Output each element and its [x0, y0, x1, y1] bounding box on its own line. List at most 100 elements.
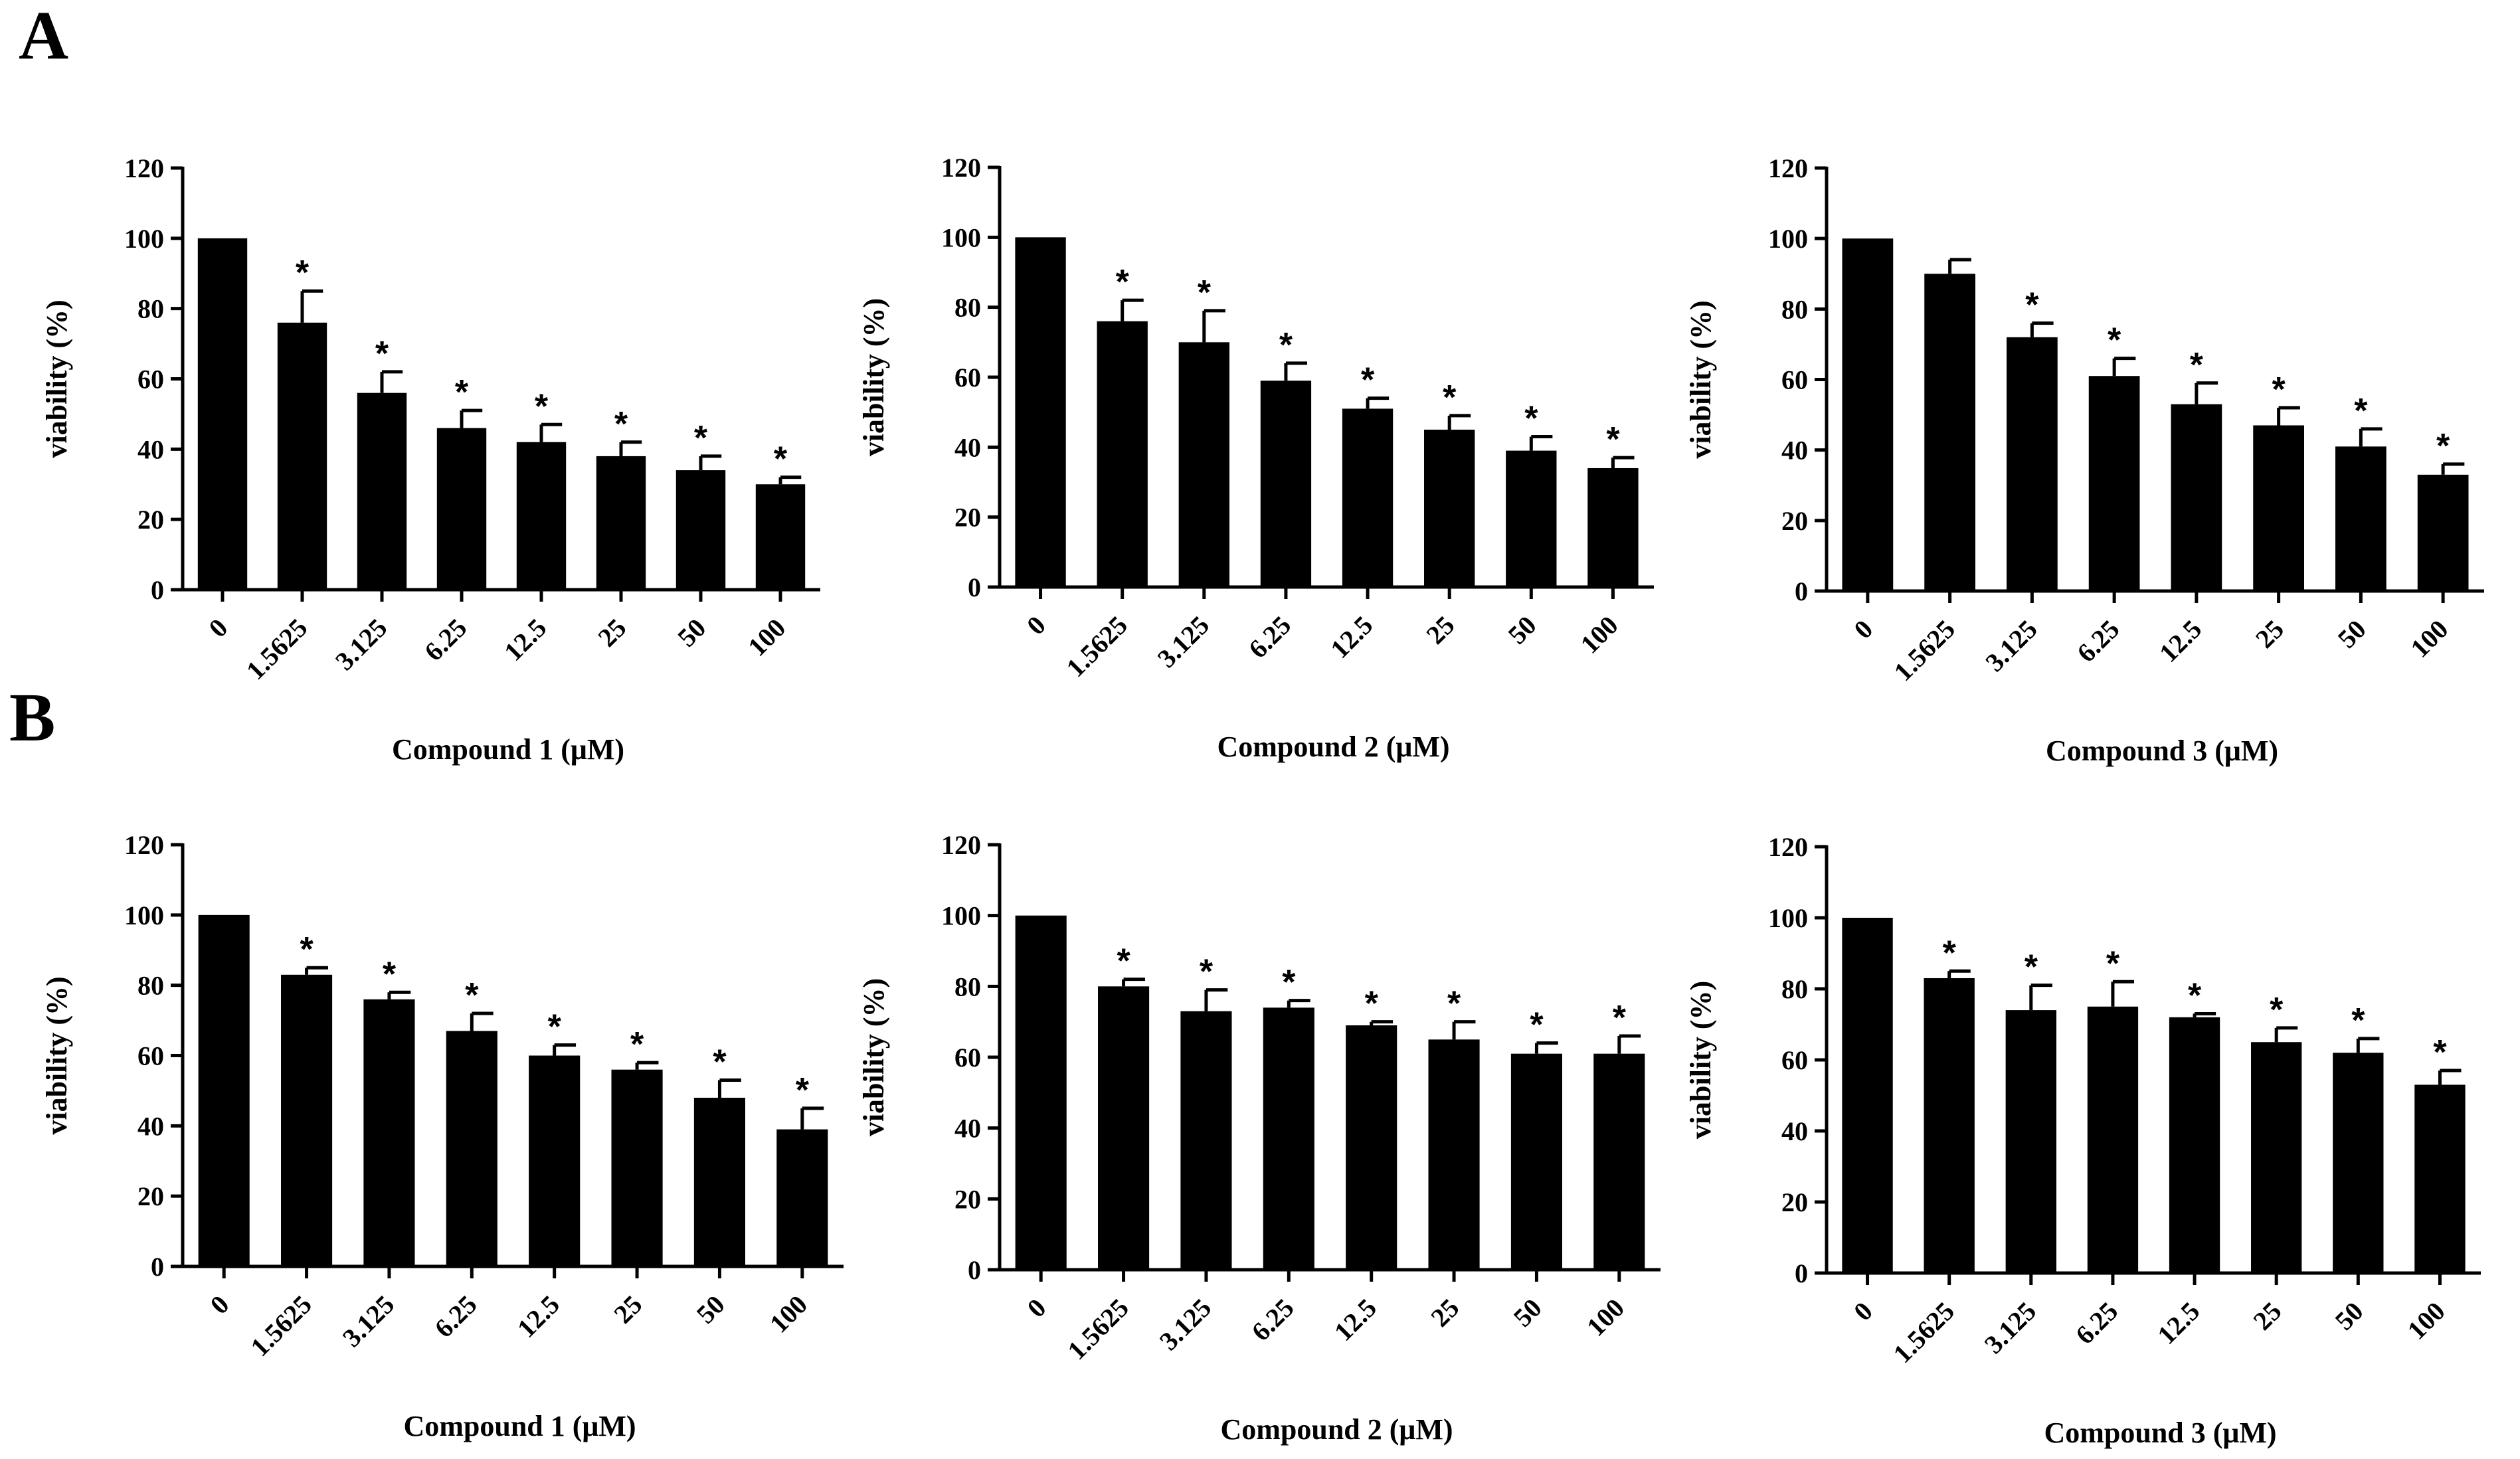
x-tick-label: 25 [2247, 1296, 2287, 1336]
y-tick-label: 60 [1781, 365, 1808, 395]
x-tick-label: 0 [205, 1290, 235, 1320]
significance-star: * [2354, 392, 2368, 430]
bar [357, 392, 407, 590]
significance-star: * [1530, 1006, 1544, 1045]
y-axis-title: viability (%) [857, 298, 890, 456]
significance-star: * [630, 1025, 644, 1064]
x-tick-label: 50 [672, 613, 711, 653]
significance-star: * [1200, 953, 1214, 991]
x-tick-label: 100 [2404, 614, 2454, 663]
significance-star: * [296, 254, 310, 292]
x-tick-label: 1.5625 [240, 613, 314, 686]
significance-star: * [2351, 1001, 2365, 1040]
x-tick-label: 50 [1502, 610, 1542, 650]
significance-star: * [465, 976, 479, 1015]
significance-star: * [2190, 346, 2204, 385]
bar [2251, 1042, 2302, 1273]
bar [277, 322, 327, 590]
x-axis-title: Compound 2 (μM) [1220, 1413, 1453, 1446]
bar [1593, 1053, 1645, 1270]
significance-star: * [1524, 400, 1538, 438]
significance-star: * [383, 955, 397, 993]
x-tick-label: 50 [1508, 1293, 1548, 1333]
bar [363, 999, 415, 1266]
y-tick-label: 100 [124, 224, 164, 254]
x-tick-label: 0 [1848, 614, 1878, 645]
x-tick-label: 0 [1021, 610, 1051, 641]
panel-letter-b: B [9, 679, 55, 756]
x-axis-title: Compound 3 (μM) [2044, 1416, 2276, 1449]
x-tick-label: 25 [1420, 610, 1460, 650]
x-tick-label: 100 [764, 1290, 813, 1339]
bar [436, 428, 487, 590]
bar [2169, 1017, 2220, 1273]
significance-star: * [2106, 944, 2120, 983]
significance-star: * [796, 1071, 810, 1110]
significance-star: * [1361, 361, 1375, 400]
x-tick-label: 12.5 [498, 613, 552, 667]
y-tick-label: 120 [941, 830, 981, 860]
bar [1260, 381, 1312, 587]
x-tick-label: 25 [1425, 1293, 1465, 1333]
y-tick-label: 120 [941, 153, 981, 183]
y-tick-label: 80 [137, 294, 164, 324]
significance-star: * [1117, 942, 1130, 981]
y-tick-label: 0 [968, 572, 981, 602]
significance-star: * [1943, 934, 1957, 972]
significance-star: * [548, 1008, 562, 1047]
y-tick-label: 120 [1768, 832, 1808, 862]
x-axis-title: Compound 1 (μM) [403, 1410, 636, 1442]
bar [1097, 321, 1148, 587]
bar [675, 470, 726, 590]
y-tick-label: 100 [1768, 224, 1808, 254]
significance-star: * [375, 335, 389, 373]
significance-star: * [1606, 420, 1620, 459]
x-tick-label: 6.25 [2071, 614, 2125, 668]
chart-5: 0 20 40 60 80 100 120 viability (%) 0 * 1.5625 * 3.1… [857, 830, 1661, 1446]
bar [2335, 446, 2386, 591]
x-tick-label: 1.5625 [1060, 610, 1133, 683]
y-tick-label: 0 [968, 1255, 981, 1285]
bar [1015, 915, 1067, 1270]
bar [529, 1055, 581, 1266]
significance-star: * [2188, 976, 2202, 1015]
bar [2007, 337, 2058, 591]
bar [2088, 376, 2140, 591]
y-tick-label: 100 [941, 222, 981, 252]
significance-star: * [1282, 964, 1296, 1002]
bar [198, 914, 250, 1266]
x-tick-label: 3.125 [1979, 1296, 2042, 1359]
chart-1: 0 20 40 60 80 100 120 viability (%) 0 * 1.5625 * 3.1… [41, 153, 820, 766]
y-axis-title: viability (%) [41, 976, 73, 1134]
bar [1098, 986, 1150, 1270]
bar [1587, 468, 1639, 587]
x-tick-label: 100 [2402, 1296, 2451, 1345]
x-tick-label: 6.25 [418, 613, 472, 667]
significance-star: * [2025, 286, 2039, 325]
x-tick-label: 3.125 [329, 613, 393, 676]
y-tick-label: 20 [954, 503, 981, 533]
significance-star: * [535, 387, 549, 426]
bar [2005, 1010, 2056, 1273]
y-tick-label: 20 [137, 1181, 164, 1211]
significance-star: * [455, 373, 469, 412]
y-tick-label: 80 [1781, 974, 1808, 1004]
bar [446, 1031, 497, 1266]
x-tick-label: 6.25 [1243, 610, 1297, 664]
x-tick-label: 3.125 [1154, 1293, 1217, 1356]
x-tick-label: 6.25 [428, 1290, 482, 1343]
chart-3: 0 20 40 60 80 100 120 viability (%) 0 1.5625 * 3.12… [1684, 153, 2484, 767]
significance-star: * [713, 1043, 727, 1082]
bar [693, 1098, 745, 1266]
x-tick-label: 12.5 [2151, 1296, 2205, 1350]
y-tick-label: 20 [1781, 506, 1808, 536]
bar [1424, 430, 1475, 587]
bar [1428, 1039, 1480, 1270]
y-tick-label: 20 [954, 1184, 981, 1214]
x-tick-label: 0 [1022, 1293, 1052, 1324]
bar [1506, 450, 1557, 587]
y-tick-label: 100 [941, 901, 981, 931]
y-tick-label: 80 [137, 971, 164, 1001]
x-tick-label: 1.5625 [1887, 1296, 1960, 1369]
bar [2414, 1084, 2466, 1273]
